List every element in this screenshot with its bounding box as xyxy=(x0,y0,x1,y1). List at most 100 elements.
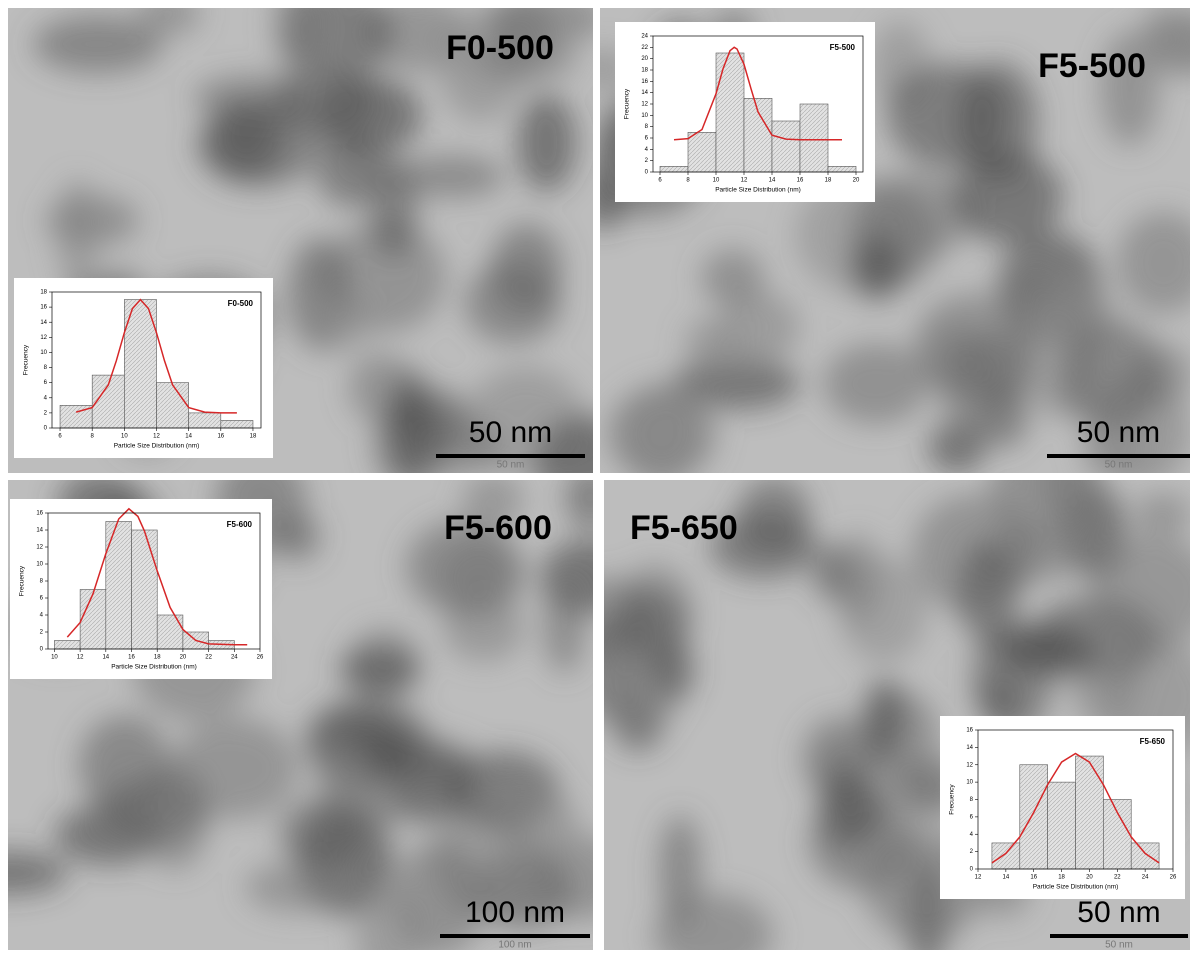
x-tick-label: 18 xyxy=(1058,875,1065,881)
y-axis-label: Frecuency xyxy=(19,565,26,596)
y-tick-label: 2 xyxy=(44,410,48,416)
x-tick-label: 14 xyxy=(185,434,192,440)
y-tick-label: 0 xyxy=(44,426,48,432)
histogram-bar xyxy=(1075,755,1104,870)
particle xyxy=(338,645,420,694)
histogram-bar xyxy=(131,529,158,650)
particle xyxy=(650,638,695,701)
y-tick-label: 10 xyxy=(966,780,973,786)
particle xyxy=(1058,319,1164,432)
x-tick-label: 24 xyxy=(231,655,238,661)
x-tick-label: 26 xyxy=(257,655,264,661)
particle xyxy=(817,771,884,847)
x-tick-label: 8 xyxy=(686,178,690,184)
x-tick-label: 18 xyxy=(154,655,161,661)
y-tick-label: 2 xyxy=(40,630,44,636)
y-tick-label: 16 xyxy=(641,79,648,85)
x-tick-label: 12 xyxy=(77,655,84,661)
histogram-bar xyxy=(827,166,857,173)
x-tick-label: 12 xyxy=(975,875,982,881)
y-tick-label: 10 xyxy=(36,562,43,568)
histogram-bar xyxy=(79,589,107,650)
particle xyxy=(887,62,1008,169)
y-tick-label: 16 xyxy=(966,728,973,734)
particle xyxy=(462,480,524,528)
y-tick-label: 6 xyxy=(44,380,48,386)
scale-bar-note: 100 nm xyxy=(498,940,531,951)
y-tick-label: 18 xyxy=(641,68,648,74)
histogram-bar xyxy=(771,120,801,173)
x-tick-label: 22 xyxy=(205,655,212,661)
histogram-bar xyxy=(715,52,745,173)
x-axis-label: Particle Size Distribution (nm) xyxy=(111,664,197,671)
x-tick-label: 6 xyxy=(58,434,62,440)
particle xyxy=(850,235,904,302)
y-tick-label: 12 xyxy=(40,335,47,341)
y-tick-label: 4 xyxy=(970,832,974,838)
y-tick-label: 20 xyxy=(641,56,648,62)
y-tick-label: 18 xyxy=(40,290,47,296)
y-tick-label: 10 xyxy=(40,350,47,356)
fit-curve xyxy=(991,752,1160,864)
x-tick-label: 20 xyxy=(1086,875,1093,881)
x-tick-label: 20 xyxy=(853,178,860,184)
particle xyxy=(417,420,501,473)
x-tick-label: 24 xyxy=(1142,875,1149,881)
particle xyxy=(517,93,577,192)
histogram-bar xyxy=(1047,781,1076,870)
y-tick-label: 0 xyxy=(970,867,974,873)
particle xyxy=(306,294,371,353)
x-tick-label: 14 xyxy=(769,178,776,184)
x-tick-label: 18 xyxy=(250,434,257,440)
y-tick-label: 8 xyxy=(40,579,44,585)
panel-label: F0-500 xyxy=(446,29,554,67)
particle xyxy=(671,357,800,410)
particle xyxy=(531,834,593,921)
particle xyxy=(313,742,371,803)
y-tick-label: 8 xyxy=(44,365,48,371)
y-tick-label: 8 xyxy=(970,797,974,803)
inset-title: F5-500 xyxy=(830,43,856,52)
x-tick-label: 16 xyxy=(1030,875,1037,881)
fit-curve xyxy=(673,46,842,141)
histogram-bar xyxy=(659,166,689,173)
particle xyxy=(653,893,773,950)
y-tick-label: 12 xyxy=(966,762,973,768)
particle xyxy=(619,382,705,473)
scale-bar-label: 100 nm xyxy=(465,896,565,929)
particle xyxy=(543,574,586,674)
particle xyxy=(486,8,593,46)
histogram-bar xyxy=(156,614,184,650)
x-tick-label: 14 xyxy=(1003,875,1010,881)
x-tick-label: 10 xyxy=(121,434,128,440)
particle xyxy=(370,156,418,259)
scale-bar-note: 50 nm xyxy=(1105,460,1133,471)
particle xyxy=(565,480,593,530)
particle xyxy=(720,291,800,364)
particle xyxy=(1134,492,1190,536)
y-tick-label: 4 xyxy=(645,147,649,153)
histogram-bar xyxy=(799,103,829,173)
particle xyxy=(994,627,1098,675)
y-tick-label: 24 xyxy=(641,34,648,40)
particle xyxy=(356,889,424,950)
y-tick-label: 0 xyxy=(645,170,649,176)
histogram-bar xyxy=(156,382,189,429)
histogram-bar xyxy=(54,640,81,650)
fit-curve xyxy=(75,298,237,414)
x-axis-label: Particle Size Distribution (nm) xyxy=(715,187,801,194)
x-tick-label: 22 xyxy=(1114,875,1121,881)
x-tick-label: 10 xyxy=(713,178,720,184)
particle xyxy=(274,8,325,80)
histogram-bar xyxy=(687,132,717,173)
particle xyxy=(979,674,1021,724)
particle xyxy=(464,36,579,83)
histogram-bar xyxy=(991,842,1021,870)
particle xyxy=(701,249,764,308)
y-tick-label: 12 xyxy=(36,545,43,551)
scale-bar-label: 50 nm xyxy=(1077,896,1160,929)
x-tick-label: 6 xyxy=(658,178,662,184)
particle xyxy=(1080,424,1146,473)
